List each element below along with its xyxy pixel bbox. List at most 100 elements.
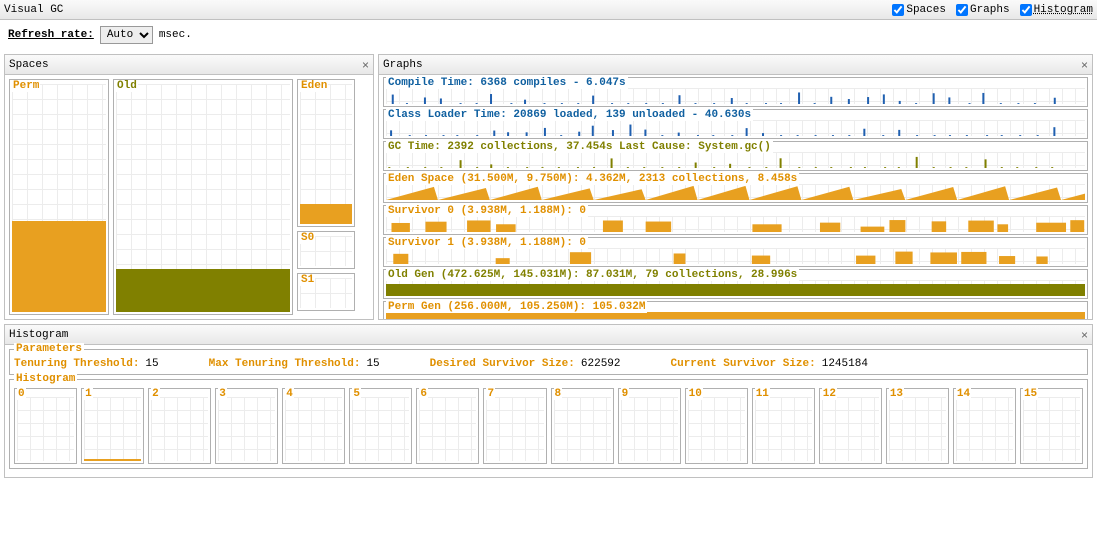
graphs-title-bar: Graphs × — [379, 55, 1092, 75]
space-perm: Perm — [9, 79, 109, 315]
checkbox-spaces[interactable]: Spaces — [892, 4, 946, 16]
spaces-panel: Spaces × Perm Old Eden S0 — [4, 54, 374, 320]
close-icon[interactable]: × — [362, 55, 369, 75]
histogram-cell: 6 — [416, 388, 479, 464]
histogram-body: Parameters Tenuring Threshold:15Max Tenu… — [5, 345, 1092, 477]
histogram-cell-label: 1 — [84, 388, 93, 400]
histogram-cell-label: 14 — [956, 388, 971, 400]
parameter-name: Max Tenuring Threshold: — [209, 358, 361, 370]
histogram-cell: 15 — [1020, 388, 1083, 464]
histogram-bars-fieldset: Histogram 0123456789101112131415 — [9, 379, 1088, 469]
histogram-cell: 11 — [752, 388, 815, 464]
histogram-cell-label: 4 — [285, 388, 294, 400]
histogram-cell: 14 — [953, 388, 1016, 464]
histogram-cell-label: 6 — [419, 388, 428, 400]
parameter-name: Current Survivor Size: — [671, 358, 816, 370]
histogram-cell: 8 — [551, 388, 614, 464]
graph-row-title: Survivor 1 (3.938M, 1.188M): 0 — [386, 237, 588, 249]
graphs-panel: Graphs × Compile Time: 6368 compiles - 6… — [378, 54, 1093, 320]
parameters-label: Parameters — [14, 343, 84, 355]
histogram-cell: 0 — [14, 388, 77, 464]
space-old-label: Old — [116, 80, 138, 92]
graph-row-title: Compile Time: 6368 compiles - 6.047s — [386, 77, 628, 89]
parameter-name: Desired Survivor Size: — [430, 358, 575, 370]
graph-area — [386, 216, 1085, 232]
refresh-select[interactable]: Auto — [100, 26, 153, 44]
checkbox-input[interactable] — [956, 4, 968, 16]
histogram-cell-label: 9 — [621, 388, 630, 400]
graph-area — [386, 152, 1085, 168]
histogram-cell-label: 15 — [1023, 388, 1038, 400]
graph-area — [386, 312, 1085, 319]
histogram-cell: 5 — [349, 388, 412, 464]
histogram-panel: Histogram × Parameters Tenuring Threshol… — [4, 324, 1093, 478]
checkbox-histogram[interactable]: Histogram — [1020, 4, 1093, 16]
histogram-cell: 4 — [282, 388, 345, 464]
histogram-cell-label: 10 — [688, 388, 703, 400]
histogram-cell: 12 — [819, 388, 882, 464]
refresh-bar: Refresh rate: Auto msec. — [0, 20, 1097, 54]
graph-area — [386, 88, 1085, 104]
spaces-body: Perm Old Eden S0 S1 — [5, 75, 373, 319]
space-s0: S0 — [297, 231, 355, 269]
histogram-cell-label: 8 — [554, 388, 563, 400]
parameter-item: Desired Survivor Size: 622592 — [430, 358, 621, 370]
parameter-item: Current Survivor Size: 1245184 — [671, 358, 868, 370]
graph-area — [386, 120, 1085, 136]
checkbox-label: Histogram — [1034, 4, 1093, 16]
app-title: Visual GC — [4, 4, 63, 16]
graph-area — [386, 248, 1085, 264]
histogram-bars-row: 0123456789101112131415 — [14, 388, 1083, 464]
graph-row: Survivor 0 (3.938M, 1.188M): 0 — [383, 205, 1088, 235]
space-s1: S1 — [297, 273, 355, 311]
graph-row: Survivor 1 (3.938M, 1.188M): 0 — [383, 237, 1088, 267]
histogram-cell: 2 — [148, 388, 211, 464]
header-bar: Visual GC Spaces Graphs Histogram — [0, 0, 1097, 20]
histogram-title: Histogram — [9, 325, 68, 345]
parameter-item: Tenuring Threshold: 15 — [14, 358, 159, 370]
close-icon[interactable]: × — [1081, 55, 1088, 75]
graph-row: GC Time: 2392 collections, 37.454s Last … — [383, 141, 1088, 171]
graph-row-title: Survivor 0 (3.938M, 1.188M): 0 — [386, 205, 588, 217]
histogram-cell: 7 — [483, 388, 546, 464]
histogram-cell-label: 11 — [755, 388, 770, 400]
spaces-title: Spaces — [9, 55, 49, 75]
space-old: Old — [113, 79, 293, 315]
eden-column: Eden S0 S1 — [297, 79, 355, 315]
histogram-title-bar: Histogram × — [5, 325, 1092, 345]
graph-area — [386, 184, 1085, 200]
graph-row-title: Perm Gen (256.000M, 105.250M): 105.032M — [386, 301, 647, 313]
graph-row-title: GC Time: 2392 collections, 37.454s Last … — [386, 141, 773, 153]
histogram-cell: 3 — [215, 388, 278, 464]
graph-row-title: Old Gen (472.625M, 145.031M): 87.031M, 7… — [386, 269, 799, 281]
checkbox-input[interactable] — [1020, 4, 1032, 16]
histogram-cell-label: 12 — [822, 388, 837, 400]
space-eden-label: Eden — [300, 80, 328, 92]
graph-row: Eden Space (31.500M, 9.750M): 4.362M, 23… — [383, 173, 1088, 203]
parameters-fieldset: Parameters Tenuring Threshold:15Max Tenu… — [9, 349, 1088, 375]
graphs-body: Compile Time: 6368 compiles - 6.047s Clas… — [379, 75, 1092, 319]
histogram-cell: 10 — [685, 388, 748, 464]
refresh-unit: msec. — [159, 29, 192, 41]
space-eden: Eden — [297, 79, 355, 227]
space-perm-label: Perm — [12, 80, 40, 92]
graph-row-title: Eden Space (31.500M, 9.750M): 4.362M, 23… — [386, 173, 799, 185]
parameter-value: 15 — [145, 358, 158, 370]
close-icon[interactable]: × — [1081, 325, 1088, 345]
histogram-cell: 1 — [81, 388, 144, 464]
main-row: Spaces × Perm Old Eden S0 — [0, 54, 1097, 320]
graph-row: Perm Gen (256.000M, 105.250M): 105.032M — [383, 301, 1088, 319]
space-s1-label: S1 — [300, 274, 315, 286]
checkbox-label: Graphs — [970, 4, 1010, 16]
graph-row: Class Loader Time: 20869 loaded, 139 unl… — [383, 109, 1088, 139]
checkbox-graphs[interactable]: Graphs — [956, 4, 1010, 16]
checkbox-input[interactable] — [892, 4, 904, 16]
histogram-cell-label: 2 — [151, 388, 160, 400]
parameter-value: 1245184 — [822, 358, 868, 370]
histogram-cell: 13 — [886, 388, 949, 464]
parameter-name: Tenuring Threshold: — [14, 358, 139, 370]
parameter-item: Max Tenuring Threshold:15 — [209, 358, 380, 370]
checkbox-label: Spaces — [906, 4, 946, 16]
parameters-row: Tenuring Threshold: 15 Max Tenuring Thresh… — [14, 358, 1083, 370]
parameter-value: 622592 — [581, 358, 621, 370]
